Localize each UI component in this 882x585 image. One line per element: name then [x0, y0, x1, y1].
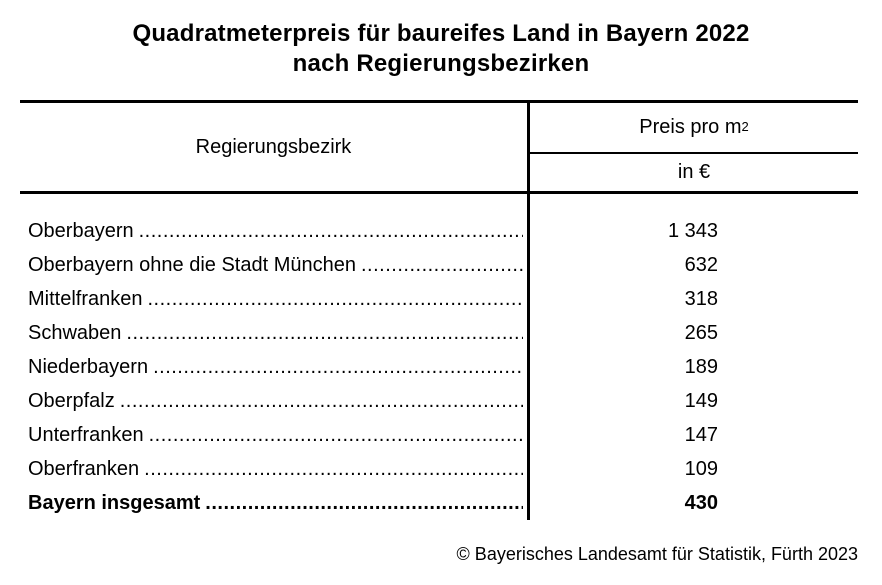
table-body: Oberbayern 1 343 Oberbayern ohne die Stadt…: [20, 214, 858, 520]
table-row: Unterfranken 147: [20, 418, 858, 452]
row-label-area: Unterfranken: [20, 418, 528, 452]
column-header-preis-text: Preis pro m: [639, 116, 742, 138]
dot-leader: [139, 214, 523, 248]
table-row: Niederbayern 189: [20, 350, 858, 384]
row-value: 1 343: [667, 220, 718, 242]
table-row: Oberbayern ohne die Stadt München 632: [20, 248, 858, 282]
table-row: Mittelfranken 318: [20, 282, 858, 316]
row-value: 149: [684, 390, 718, 412]
row-label: Niederbayern: [28, 356, 149, 378]
table-row: Oberbayern 1 343: [20, 214, 858, 248]
row-label: Oberbayern ohne die Stadt München: [28, 254, 356, 276]
page-title-line1: Quadratmeterpreis für baureifes Land in …: [132, 20, 750, 47]
dot-leader: [149, 418, 523, 452]
row-label-area: Bayern insgesamt: [20, 486, 528, 520]
row-value: 632: [684, 254, 718, 276]
row-label-area: Oberbayern: [20, 214, 528, 248]
table-row: Bayern insgesamt 430: [20, 486, 858, 520]
header-bottom-rule: [20, 191, 858, 194]
row-label-area: Mittelfranken: [20, 282, 528, 316]
dot-leader: [126, 316, 523, 350]
row-label: Mittelfranken: [28, 288, 143, 310]
row-label-area: Oberpfalz: [20, 384, 528, 418]
dot-leader: [205, 486, 523, 520]
row-label: Bayern insgesamt: [28, 492, 201, 514]
header-sub-rule: [528, 152, 858, 154]
copyright-text: © Bayerisches Landesamt für Statistik, F…: [456, 544, 858, 564]
dot-leader: [361, 248, 523, 282]
dot-leader: [144, 452, 523, 486]
row-label-area: Niederbayern: [20, 350, 528, 384]
row-value: 109: [684, 458, 718, 480]
row-value: 318: [684, 288, 718, 310]
table-row: Schwaben 265: [20, 316, 858, 350]
row-label-area: Schwaben: [20, 316, 528, 350]
dot-leader: [120, 384, 523, 418]
row-value: 147: [684, 424, 718, 446]
page-title: Quadratmeterpreis für baureifes Land in …: [0, 19, 882, 79]
dot-leader: [153, 350, 523, 384]
table-row: Oberpfalz 149: [20, 384, 858, 418]
column-divider-rule: [527, 100, 530, 520]
table-row: Oberfranken 109: [20, 452, 858, 486]
column-subheader-unit: in €: [677, 161, 711, 183]
row-value: 265: [684, 322, 718, 344]
column-header-regierungsbezirk: Regierungsbezirk: [195, 135, 352, 158]
row-label-area: Oberbayern ohne die Stadt München: [20, 248, 528, 282]
row-value: 430: [684, 492, 718, 514]
row-label: Oberpfalz: [28, 390, 115, 412]
row-label: Oberbayern: [28, 220, 134, 242]
row-label: Unterfranken: [28, 424, 144, 446]
dot-leader: [148, 282, 524, 316]
page-title-line2: nach Regierungsbezirken: [292, 50, 590, 77]
table-top-rule: [20, 100, 858, 103]
row-label: Oberfranken: [28, 458, 140, 480]
row-label-area: Oberfranken: [20, 452, 528, 486]
row-value: 189: [684, 356, 718, 378]
row-label: Schwaben: [28, 322, 122, 344]
